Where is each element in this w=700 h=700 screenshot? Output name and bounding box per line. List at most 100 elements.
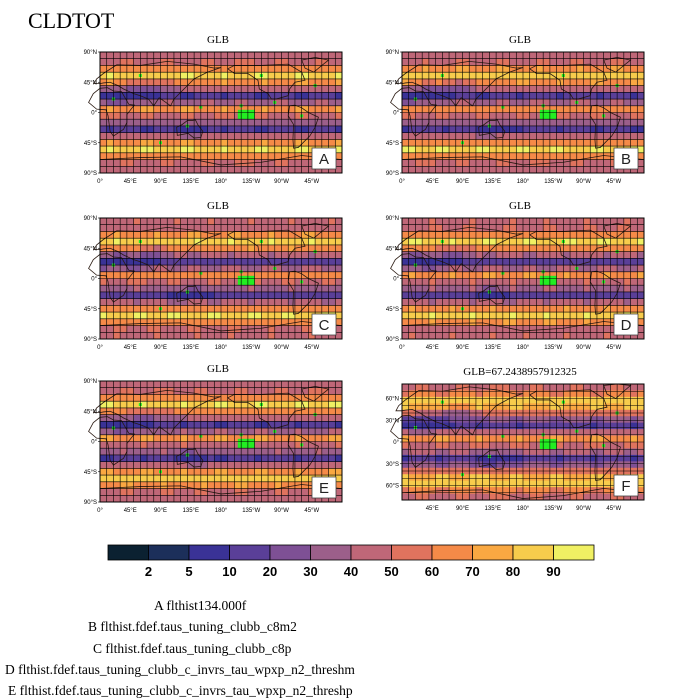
heat-cell xyxy=(402,384,410,391)
heat-cell xyxy=(523,493,531,501)
heat-cell xyxy=(120,112,128,120)
heat-cell xyxy=(529,422,537,430)
heat-cell xyxy=(288,325,296,333)
heat-cell xyxy=(147,92,155,100)
heat-cell xyxy=(194,52,202,60)
heat-cell xyxy=(428,231,437,239)
heat-cell xyxy=(194,434,202,442)
heat-cell xyxy=(173,488,182,496)
heat-cell xyxy=(268,285,276,293)
heat-cell xyxy=(509,493,517,501)
heat-cell xyxy=(502,305,510,313)
heat-cell xyxy=(160,318,168,326)
heat-cell xyxy=(536,125,544,134)
heat-cell xyxy=(543,435,551,443)
heat-cell xyxy=(274,119,282,127)
heat-cell xyxy=(288,72,296,80)
heat-cell xyxy=(509,480,517,488)
heat-cell xyxy=(140,251,148,259)
heat-cell xyxy=(274,387,282,395)
heat-cell xyxy=(549,474,558,482)
heat-cell xyxy=(455,146,463,154)
heat-cell xyxy=(570,159,578,167)
heat-cell xyxy=(583,146,591,154)
heat-cell xyxy=(529,52,537,60)
heat-cell xyxy=(133,166,141,174)
heat-cell xyxy=(570,298,578,306)
heat-cell xyxy=(455,218,463,226)
heat-cell xyxy=(160,92,168,100)
heat-cell xyxy=(113,291,121,300)
heat-cell xyxy=(180,318,188,326)
heat-cell xyxy=(617,396,625,404)
heat-cell xyxy=(529,238,537,246)
heat-cell xyxy=(509,271,517,279)
heat-cell xyxy=(147,224,155,232)
heat-cell xyxy=(106,461,114,469)
heat-cell xyxy=(221,92,229,100)
lat-tick-label: 0° xyxy=(91,277,97,283)
heat-cell xyxy=(603,384,611,391)
panel-title-a: GLB xyxy=(207,34,229,46)
heat-cell xyxy=(288,258,296,266)
heat-cell xyxy=(315,434,323,442)
heat-cell xyxy=(200,394,208,402)
heat-cell xyxy=(274,99,282,107)
heat-cell xyxy=(442,72,450,80)
heat-cell xyxy=(126,312,135,320)
heat-cell xyxy=(442,448,450,456)
heat-cell xyxy=(140,421,148,429)
heat-cell xyxy=(442,146,450,154)
heat-cell xyxy=(630,112,638,120)
heat-cell xyxy=(469,448,477,456)
heat-cell xyxy=(335,278,343,286)
lon-tick-label: 0° xyxy=(97,508,103,514)
heat-cell xyxy=(402,92,410,100)
heat-cell xyxy=(623,72,631,80)
heat-cell xyxy=(590,305,598,313)
heat-cell xyxy=(113,52,121,60)
heat-cell xyxy=(207,434,215,442)
heat-cell xyxy=(247,407,256,416)
heat-cell xyxy=(301,132,309,140)
heat-cell xyxy=(173,468,182,476)
heat-cell xyxy=(449,480,457,488)
heat-cell xyxy=(402,429,410,436)
heat-cell xyxy=(402,166,410,174)
lon-tick-label: 180° xyxy=(215,179,228,185)
heat-cell xyxy=(442,271,450,279)
heat-cell xyxy=(402,318,410,326)
heat-cell xyxy=(200,92,208,100)
heat-cell xyxy=(133,332,141,340)
heat-cell xyxy=(415,152,423,160)
heat-cell xyxy=(167,325,175,333)
heat-cell xyxy=(234,488,242,496)
heat-cell xyxy=(140,461,148,469)
heat-cell xyxy=(422,429,430,436)
heat-cell xyxy=(234,159,242,167)
heat-cell xyxy=(315,332,323,340)
heat-cell xyxy=(106,258,114,266)
heat-cell xyxy=(590,493,598,501)
heat-cell xyxy=(254,58,262,66)
heat-cell xyxy=(576,493,584,501)
heat-cell xyxy=(106,475,114,483)
heat-cell xyxy=(489,146,497,154)
heat-cell xyxy=(194,152,202,160)
heat-cell xyxy=(207,146,215,154)
heat-cell xyxy=(482,125,490,134)
heat-cell xyxy=(268,387,276,395)
heat-cell xyxy=(603,72,611,80)
heat-cell xyxy=(294,105,303,113)
heat-cell xyxy=(194,99,202,107)
heat-cell xyxy=(422,152,430,160)
heat-cell xyxy=(590,125,598,134)
heat-cell xyxy=(207,461,215,469)
heat-cell xyxy=(308,407,316,416)
heat-cell xyxy=(301,434,309,442)
heat-cell xyxy=(556,99,564,107)
heat-cell xyxy=(482,244,490,253)
heat-cell xyxy=(133,285,141,293)
heat-cell xyxy=(221,251,229,259)
heat-cell xyxy=(187,318,195,326)
